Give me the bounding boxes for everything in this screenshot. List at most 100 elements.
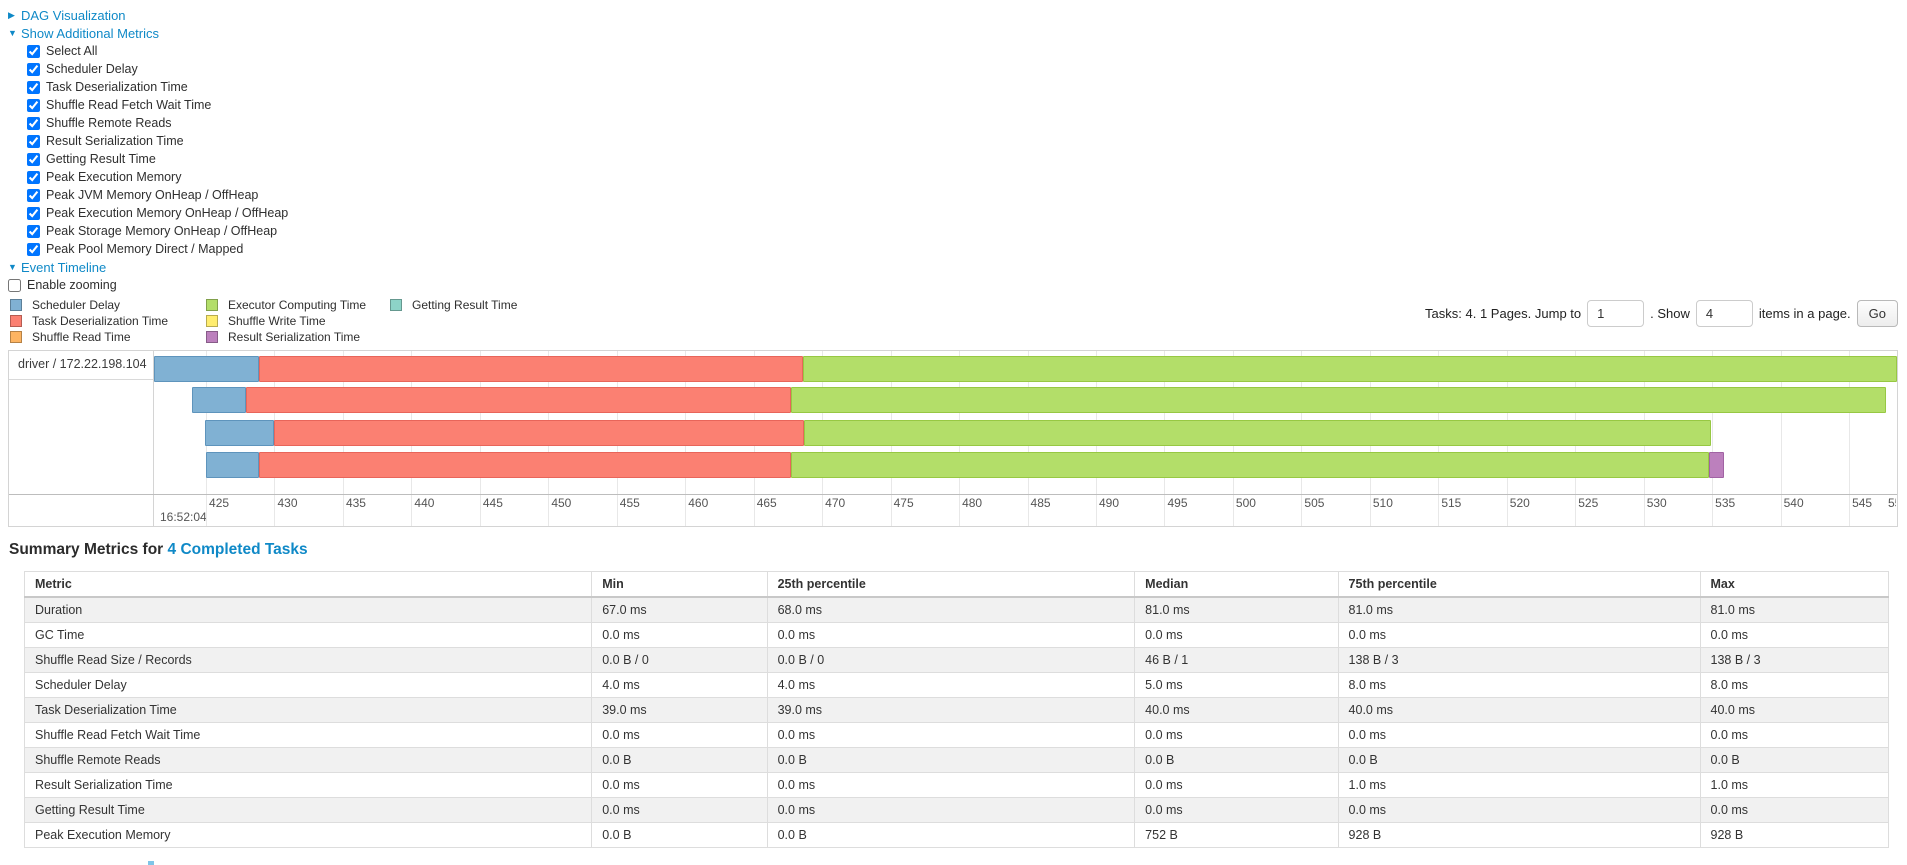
metric-checkbox[interactable] (27, 152, 40, 166)
metric-checkbox-label: Peak Storage Memory OnHeap / OffHeap (46, 224, 278, 238)
summary-table-row: GC Time 0.0 ms 0.0 ms 0.0 ms 0.0 ms 0.0 ms (23, 622, 1890, 648)
task-segment-scheduler_delay[interactable] (154, 356, 260, 382)
legend-label: Shuffle Read Time (32, 330, 131, 344)
items-per-page-input[interactable] (1695, 300, 1753, 327)
metric-checkbox-row[interactable]: Peak Execution Memory (8, 168, 1907, 186)
metric-checkbox[interactable] (27, 206, 40, 220)
summary-table-row: Duration 67.0 ms 68.0 ms 81.0 ms 81.0 ms 81.0… (23, 596, 1890, 623)
metric-checkbox-row[interactable]: Shuffle Read Fetch Wait Time (8, 96, 1907, 114)
legend-item: Shuffle Write Time (206, 313, 390, 329)
metric-checkbox[interactable] (27, 242, 40, 256)
executor-group-label: driver / 172.22.198.104 (9, 351, 153, 380)
legend-label: Executor Computing Time (228, 298, 367, 312)
legend-label: Task Deserialization Time (32, 314, 169, 328)
dag-visualization-label: DAG Visualization (21, 7, 126, 23)
pagination-tasks-text: Tasks: 4. 1 Pages. Jump to (1425, 306, 1582, 321)
legend-label: Shuffle Write Time (228, 314, 326, 328)
task-segment-executor_computing[interactable] (804, 420, 1711, 446)
legend-swatch (206, 315, 218, 327)
go-button[interactable]: Go (1856, 300, 1898, 327)
metric-checkbox-row[interactable]: Scheduler Delay (8, 60, 1907, 78)
metric-value-cell: 1.0 ms (1337, 772, 1701, 798)
summary-column-header: 75th percentile (1337, 571, 1701, 598)
metric-value-cell: 8.0 ms (1337, 672, 1701, 698)
completed-tasks-link[interactable]: 4 Completed Tasks (167, 541, 308, 558)
metric-value-cell: 40.0 ms (1699, 697, 1890, 723)
metric-name-cell: Shuffle Remote Reads (23, 747, 593, 773)
metric-checkbox-row[interactable]: Peak Pool Memory Direct / Mapped (8, 240, 1907, 258)
task-segment-task_deserialization[interactable] (274, 420, 805, 446)
metric-name-cell: Task Deserialization Time (23, 697, 593, 723)
dag-visualization-toggle[interactable]: ▶ DAG Visualization (8, 6, 1907, 24)
metric-checkbox-label: Peak Execution Memory (46, 170, 182, 184)
metric-checkbox[interactable] (27, 80, 40, 94)
task-segment-task_deserialization[interactable] (259, 452, 791, 478)
page-controls: ▶ DAG Visualization ▼ Show Additional Me… (0, 0, 1907, 294)
metric-checkbox[interactable] (27, 224, 40, 238)
metric-value-cell: 0.0 B / 0 (766, 647, 1136, 673)
axis-tick-label: 425 (209, 496, 230, 510)
legend-swatch (10, 315, 22, 327)
metric-checkbox-row[interactable]: Peak JVM Memory OnHeap / OffHeap (8, 186, 1907, 204)
metric-checkbox-label: Result Serialization Time (46, 134, 184, 148)
show-additional-metrics-toggle[interactable]: ▼ Show Additional Metrics (8, 24, 1907, 42)
task-segment-scheduler_delay[interactable] (192, 387, 246, 413)
metric-checkbox-label: Getting Result Time (46, 152, 156, 166)
task-pagination: Tasks: 4. 1 Pages. Jump to . Show items … (1425, 300, 1898, 327)
task-segment-task_deserialization[interactable] (259, 356, 803, 382)
enable-zooming-row[interactable]: Enable zooming (8, 276, 1907, 294)
metric-checkbox-row[interactable]: Result Serialization Time (8, 132, 1907, 150)
metric-value-cell: 0.0 ms (1134, 772, 1339, 798)
axis-tick-label: 435 (345, 496, 366, 510)
metric-value-cell: 81.0 ms (1699, 596, 1890, 623)
metric-checkbox[interactable] (27, 116, 40, 130)
summary-table-row: Shuffle Read Size / Records 0.0 B / 0 0.0 … (23, 647, 1890, 673)
task-segment-result_serialization[interactable] (1709, 452, 1725, 478)
metric-checkbox[interactable] (27, 98, 40, 112)
task-segment-scheduler_delay[interactable] (206, 452, 260, 478)
metric-checkbox[interactable] (27, 62, 40, 76)
task-segment-executor_computing[interactable] (803, 356, 1897, 382)
summary-table-header-row: Metric Min 25th percentile Median 75th perce… (23, 571, 1890, 598)
metric-checkbox[interactable] (27, 44, 40, 58)
metric-checkbox-row[interactable]: Shuffle Remote Reads (8, 114, 1907, 132)
metric-checkbox-row[interactable]: Getting Result Time (8, 150, 1907, 168)
metric-checkbox-row[interactable]: Peak Execution Memory OnHeap / OffHeap (8, 204, 1907, 222)
metric-value-cell: 0.0 ms (766, 622, 1136, 648)
metric-value-cell: 0.0 ms (1699, 797, 1890, 823)
metric-value-cell: 0.0 B (1337, 747, 1701, 773)
task-segment-scheduler_delay[interactable] (204, 420, 275, 446)
axis-tick-label: 515 (1441, 496, 1462, 510)
jump-to-page-input[interactable] (1587, 300, 1645, 327)
legend-swatch (206, 331, 218, 343)
axis-tick-label: 540 (1783, 496, 1804, 510)
task-segment-executor_computing[interactable] (790, 452, 1710, 478)
metric-checkbox-row[interactable]: Task Deserialization Time (8, 78, 1907, 96)
axis-tick-label: 445 (482, 496, 503, 510)
axis-tick-label: 500 (1235, 496, 1256, 510)
summary-metrics-title: Summary Metrics for 4 Completed Tasks (9, 541, 1907, 559)
metric-value-cell: 0.0 B / 0 (591, 647, 768, 673)
metric-checkbox-row[interactable]: Select All (8, 42, 1907, 60)
enable-zooming-checkbox[interactable] (8, 278, 21, 292)
axis-tick-label: 510 (1372, 496, 1393, 510)
summary-column-header: 25th percentile (766, 571, 1136, 598)
legend-item: Executor Computing Time (206, 297, 390, 313)
metric-checkbox[interactable] (27, 188, 40, 202)
legend-and-pagination-bar: Scheduler Delay Task Deserialization Time… (10, 297, 1898, 344)
axis-tick-label: 525 (1578, 496, 1599, 510)
metric-value-cell: 0.0 B (591, 747, 768, 773)
metric-checkbox[interactable] (27, 170, 40, 184)
axis-tick-label: 545 (1852, 496, 1873, 510)
legend-swatch (10, 299, 22, 311)
metric-checkbox-row[interactable]: Peak Storage Memory OnHeap / OffHeap (8, 222, 1907, 240)
axis-tick-label: 470 (825, 496, 846, 510)
metric-value-cell: 39.0 ms (591, 697, 768, 723)
metric-value-cell: 40.0 ms (1337, 697, 1701, 723)
metric-checkbox-label: Select All (46, 44, 98, 58)
task-segment-executor_computing[interactable] (790, 387, 1887, 413)
task-segment-task_deserialization[interactable] (245, 387, 791, 413)
metric-value-cell: 0.0 ms (591, 797, 768, 823)
event-timeline-toggle[interactable]: ▼ Event Timeline (8, 258, 1907, 276)
metric-checkbox[interactable] (27, 134, 40, 148)
